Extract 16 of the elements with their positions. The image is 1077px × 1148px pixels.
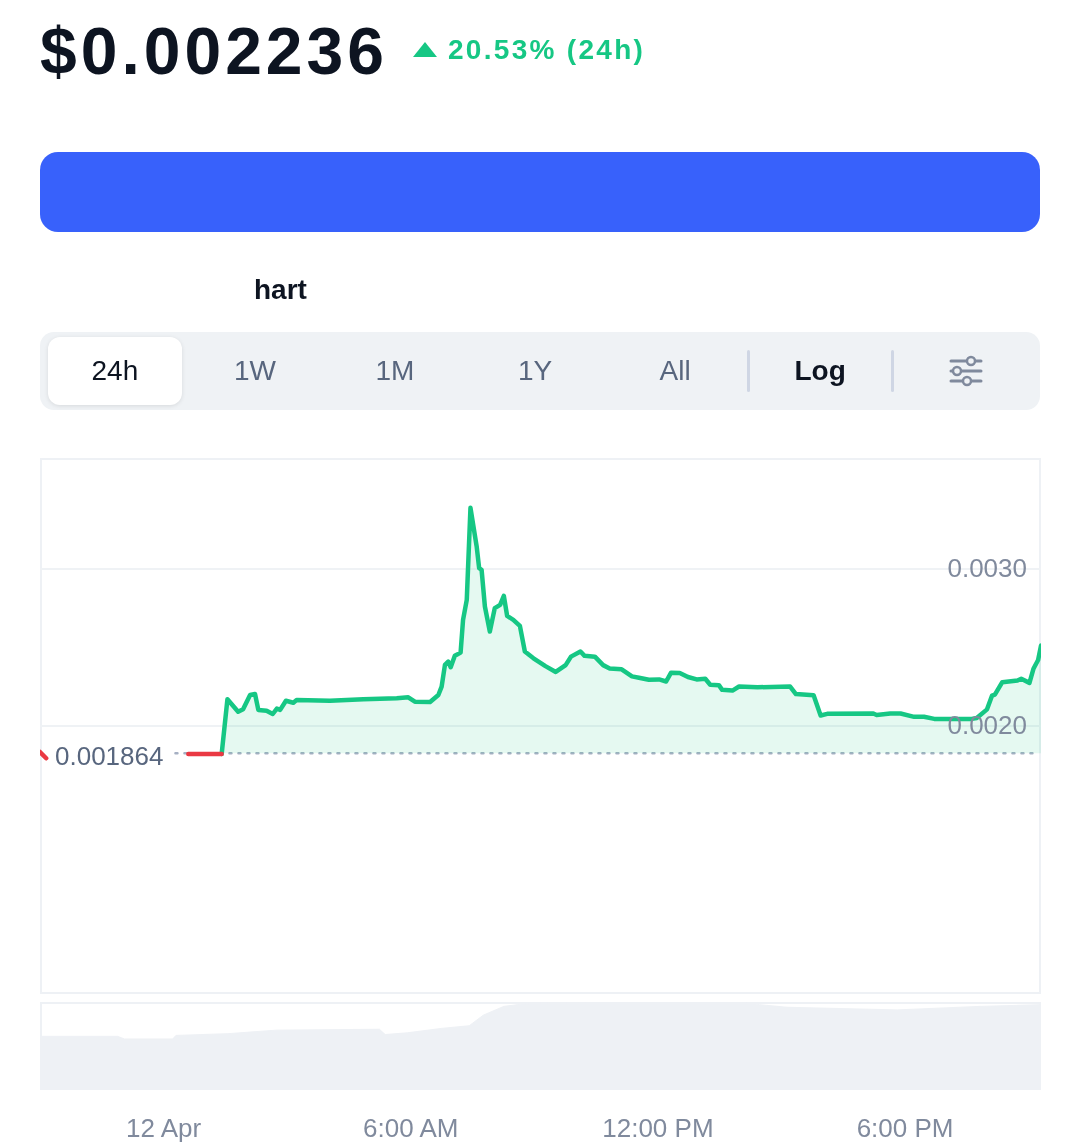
text: Log — [794, 354, 846, 388]
text: All — [659, 354, 691, 388]
x-tick-label: 12:00 PM — [602, 1112, 714, 1143]
y-tick-label: 0.0020 — [947, 710, 1027, 741]
chart-subtitle: 20.53% (24h) — [448, 34, 646, 66]
x-tick-label: 6:00 PM — [856, 1112, 954, 1143]
text: 1M — [375, 354, 415, 388]
chart-title: $0.002236 — [40, 14, 388, 88]
text: 24h — [91, 354, 139, 388]
y-tick-label: 0.0030 — [947, 553, 1027, 584]
text: 1W — [234, 354, 276, 388]
x-tick-label: 12 Apr — [125, 1112, 202, 1143]
ref-line-label: 0.001864 — [55, 741, 164, 772]
x-tick-label: 6:00 AM — [363, 1112, 459, 1143]
text: 1Y — [518, 354, 553, 388]
text: hart — [254, 273, 307, 307]
